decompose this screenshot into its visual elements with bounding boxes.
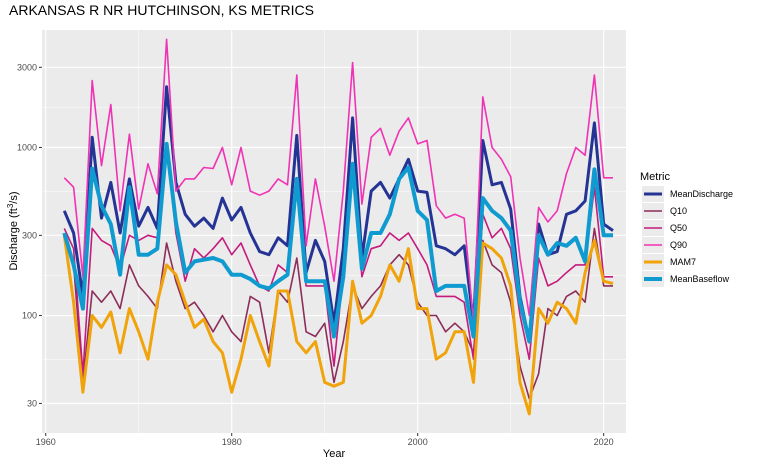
legend-label: MeanBaseflow bbox=[670, 274, 730, 284]
x-axis: 1960 1980 2000 2020 bbox=[36, 433, 614, 447]
chart-title: ARKANSAS R NR HUTCHINSON, KS METRICS bbox=[9, 2, 314, 18]
x-tick-label: 2000 bbox=[408, 437, 428, 447]
x-axis-title: Year bbox=[323, 448, 346, 460]
series-line-MeanBaseflow bbox=[62, 141, 613, 344]
series-line-MAM7 bbox=[62, 235, 614, 416]
legend-label: MeanDischarge bbox=[670, 189, 733, 199]
legend-label: Q90 bbox=[670, 240, 687, 250]
legend-label: MAM7 bbox=[670, 257, 696, 267]
legend-title: Metric bbox=[640, 171, 670, 183]
x-tick-label: 1980 bbox=[222, 437, 242, 447]
series-line-Q90 bbox=[63, 38, 613, 325]
y-tick-label: 300 bbox=[22, 230, 37, 240]
y-tick-label: 3000 bbox=[17, 62, 37, 72]
series-layer bbox=[62, 38, 614, 416]
legend-item-Q10: Q10 bbox=[642, 203, 687, 219]
legend: Metric MeanDischarge Q10 Q50 Q90 MAM7 MeanBas… bbox=[640, 171, 733, 287]
legend-item-Q90: Q90 bbox=[642, 237, 687, 253]
legend-item-MeanDischarge: MeanDischarge bbox=[642, 186, 733, 202]
legend-label: Q50 bbox=[670, 223, 687, 233]
x-tick-label: 1960 bbox=[36, 437, 56, 447]
legend-label: Q10 bbox=[670, 206, 687, 216]
legend-item-Q50: Q50 bbox=[642, 220, 687, 236]
y-axis: 30 100 300 1000 3000 bbox=[17, 62, 42, 408]
y-tick-label: 100 bbox=[22, 311, 37, 321]
y-axis-title: Discharge (ft3/s) bbox=[6, 191, 21, 270]
legend-item-MeanBaseflow: MeanBaseflow bbox=[642, 271, 730, 287]
y-tick-label: 30 bbox=[27, 398, 37, 408]
legend-item-MAM7: MAM7 bbox=[642, 254, 696, 270]
y-tick-label: 1000 bbox=[17, 142, 37, 152]
x-tick-label: 2020 bbox=[594, 437, 614, 447]
